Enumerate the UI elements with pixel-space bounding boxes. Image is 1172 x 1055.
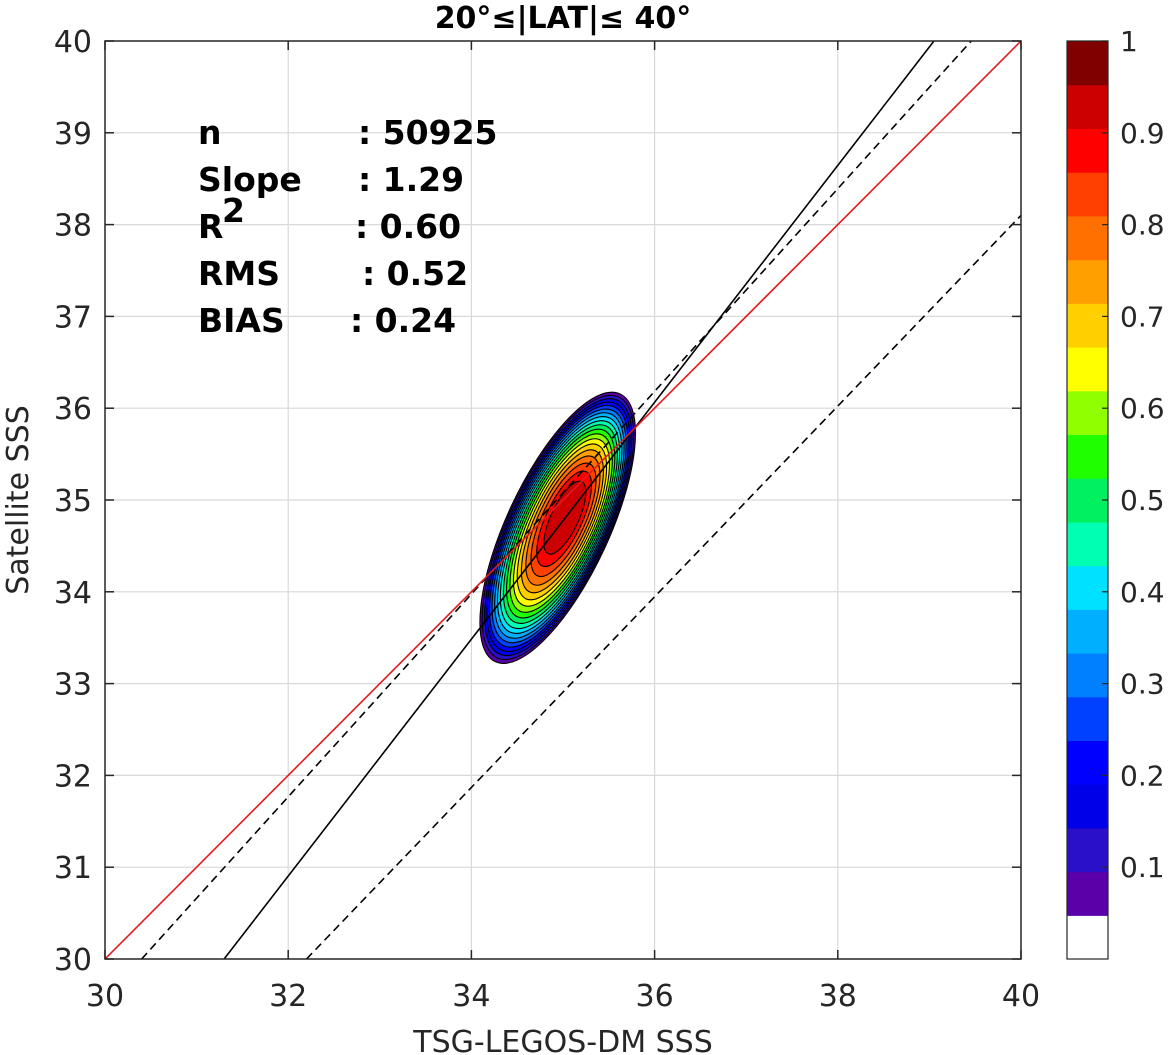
colorbar-tick-label-8: 0.2: [1120, 759, 1165, 792]
colorbar-segment-19: [1067, 84, 1108, 130]
stat-label-2: R: [198, 207, 223, 246]
colorbar-tick-label-0: 1: [1120, 25, 1138, 58]
y-tick-label-5: 35: [54, 484, 92, 519]
x-tick-label-5: 40: [1002, 979, 1040, 1014]
y-tick-label-10: 40: [54, 25, 92, 60]
stat-value-3: : 0.52: [362, 254, 468, 293]
colorbar-tick-label-7: 0.3: [1120, 668, 1165, 701]
regression-lines: [105, 41, 1021, 959]
colorbar-tick-label-6: 0.4: [1120, 576, 1165, 609]
chart-title: 20°≤|LAT|≤ 40°: [435, 1, 692, 36]
colorbar-tick-label-2: 0.8: [1120, 209, 1165, 242]
stat-label-4: BIAS: [198, 301, 285, 340]
stat-label-1: Slope: [198, 160, 302, 199]
x-tick-label-1: 32: [269, 979, 307, 1014]
stat-value-2: : 0.60: [355, 207, 461, 246]
colorbar-segment-1: [1067, 871, 1108, 916]
colorbar-segment-10: [1067, 478, 1108, 523]
colorbar-segment-2: [1067, 827, 1108, 873]
y-tick-label-0: 30: [54, 943, 92, 978]
colorbar-segment-7: [1067, 609, 1108, 654]
colorbar-segment-6: [1067, 653, 1108, 698]
colorbar: 1 0.9 0.8 0.7 0.6 0.5 0.4 0.3 0.2 0.1: [1066, 25, 1165, 960]
statistics-annotation: n : 50925 Slope : 1.29 R2 : 0.60 RMS : 0.52 BIAS…: [198, 113, 498, 340]
colorbar-segment-12: [1067, 390, 1108, 436]
colorbar-segment-13: [1067, 347, 1108, 392]
y-tick-label-4: 34: [54, 576, 92, 611]
y-tick-label-6: 36: [54, 392, 92, 427]
x-tick-label-0: 30: [86, 979, 124, 1014]
stat-label-sup-2: 2: [222, 191, 245, 230]
line-solid-0: [223, 41, 935, 959]
colorbar-segment-9: [1067, 521, 1108, 567]
colorbar-tick-label-5: 0.5: [1120, 484, 1165, 517]
colorbar-segment-14: [1067, 303, 1108, 348]
x-tick-label-2: 34: [452, 979, 490, 1014]
colorbar-segment-18: [1067, 128, 1108, 173]
colorbar-tick-label-9: 0.1: [1120, 851, 1165, 884]
y-axis-label: Satellite SSS: [1, 405, 36, 595]
colorbar-tick-label-1: 0.9: [1120, 117, 1165, 150]
colorbar-segment-11: [1067, 434, 1108, 479]
colorbar-segment-8: [1067, 565, 1108, 610]
colorbar-segment-5: [1067, 696, 1108, 742]
x-axis-label: TSG-LEGOS-DM SSS: [412, 1025, 713, 1055]
colorbar-segment-20: [1067, 41, 1108, 86]
line-solid-3: [105, 41, 1021, 959]
colorbar-tick-label-4: 0.6: [1120, 392, 1165, 425]
colorbar-segment-17: [1067, 172, 1108, 217]
stat-label-3: RMS: [198, 254, 280, 293]
stat-value-1: : 1.29: [358, 160, 464, 199]
y-tick-label-2: 32: [54, 759, 92, 794]
axis-ticks: 30 32 34 36 38 40 30 31 32 33 34 35 36 37 38 39 40: [54, 25, 1040, 1014]
colorbar-tick-label-3: 0.7: [1120, 300, 1165, 333]
colorbar-segment-15: [1067, 259, 1108, 304]
line-dashed-2: [305, 214, 1021, 959]
y-tick-label-9: 39: [54, 117, 92, 152]
colorbar-segment-0: [1067, 915, 1108, 960]
stat-value-0: : 50925: [358, 113, 498, 152]
grid-lines: [105, 41, 1021, 959]
y-tick-label-1: 31: [54, 851, 92, 886]
x-tick-label-3: 36: [636, 979, 674, 1014]
y-tick-label-3: 33: [54, 668, 92, 703]
stat-value-4: : 0.24: [350, 301, 456, 340]
y-tick-label-8: 38: [54, 209, 92, 244]
colorbar-segment-16: [1067, 215, 1108, 261]
stat-label-0: n: [198, 113, 222, 152]
y-tick-label-7: 37: [54, 300, 92, 335]
x-tick-label-4: 38: [819, 979, 857, 1014]
colorbar-segment-3: [1067, 784, 1108, 829]
colorbar-segment-4: [1067, 740, 1108, 785]
line-dashed-1: [141, 41, 973, 959]
